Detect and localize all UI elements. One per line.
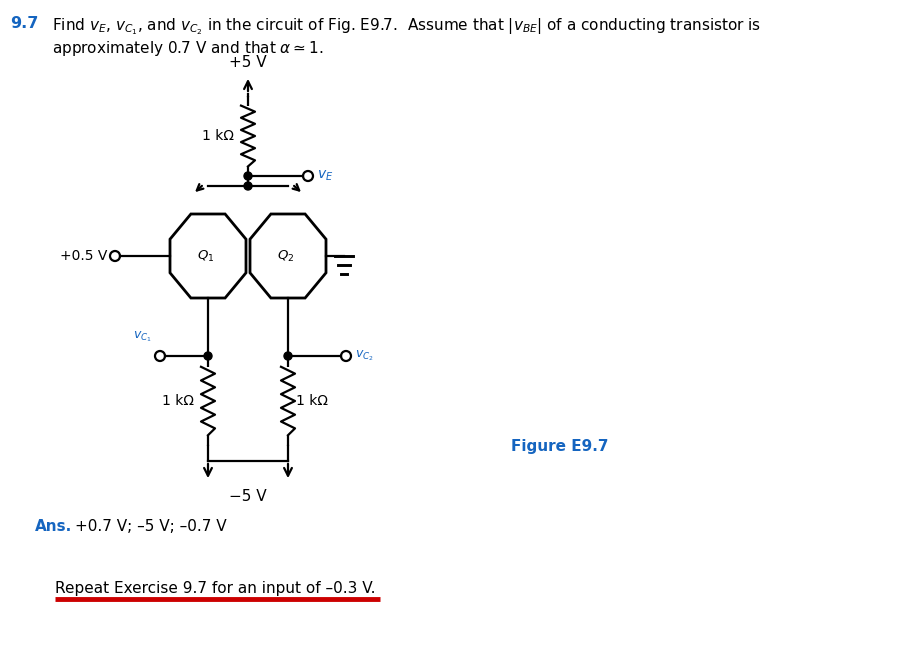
Text: $v_{C_1}$: $v_{C_1}$ (134, 330, 152, 344)
Text: approximately 0.7 V and that $\alpha \simeq 1$.: approximately 0.7 V and that $\alpha \si… (52, 39, 324, 58)
Text: 1 kΩ: 1 kΩ (202, 129, 234, 143)
Text: Find $v_E$, $v_{C_1}$, and $v_{C_2}$ in the circuit of Fig. E9.7.  Assume that $: Find $v_E$, $v_{C_1}$, and $v_{C_2}$ in … (52, 16, 761, 37)
Text: 9.7: 9.7 (10, 16, 38, 31)
Text: −5 V: −5 V (229, 489, 267, 504)
Text: Ans.: Ans. (35, 519, 72, 534)
Text: $v_{C_2}$: $v_{C_2}$ (355, 349, 374, 363)
Text: 1 kΩ: 1 kΩ (296, 394, 328, 408)
Text: $Q_2$: $Q_2$ (277, 248, 295, 264)
Text: Repeat Exercise 9.7 for an input of –0.3 V.: Repeat Exercise 9.7 for an input of –0.3… (55, 581, 375, 596)
Circle shape (244, 172, 252, 180)
Circle shape (204, 352, 212, 360)
Text: +0.7 V; –5 V; –0.7 V: +0.7 V; –5 V; –0.7 V (75, 519, 226, 534)
Text: $Q_1$: $Q_1$ (197, 248, 215, 264)
Text: +5 V: +5 V (229, 55, 267, 70)
Text: $v_E$: $v_E$ (317, 168, 334, 183)
Circle shape (244, 182, 252, 190)
Text: 1 kΩ: 1 kΩ (162, 394, 194, 408)
Circle shape (284, 352, 292, 360)
Text: Figure E9.7: Figure E9.7 (511, 438, 609, 454)
Text: +0.5 V: +0.5 V (60, 249, 107, 263)
